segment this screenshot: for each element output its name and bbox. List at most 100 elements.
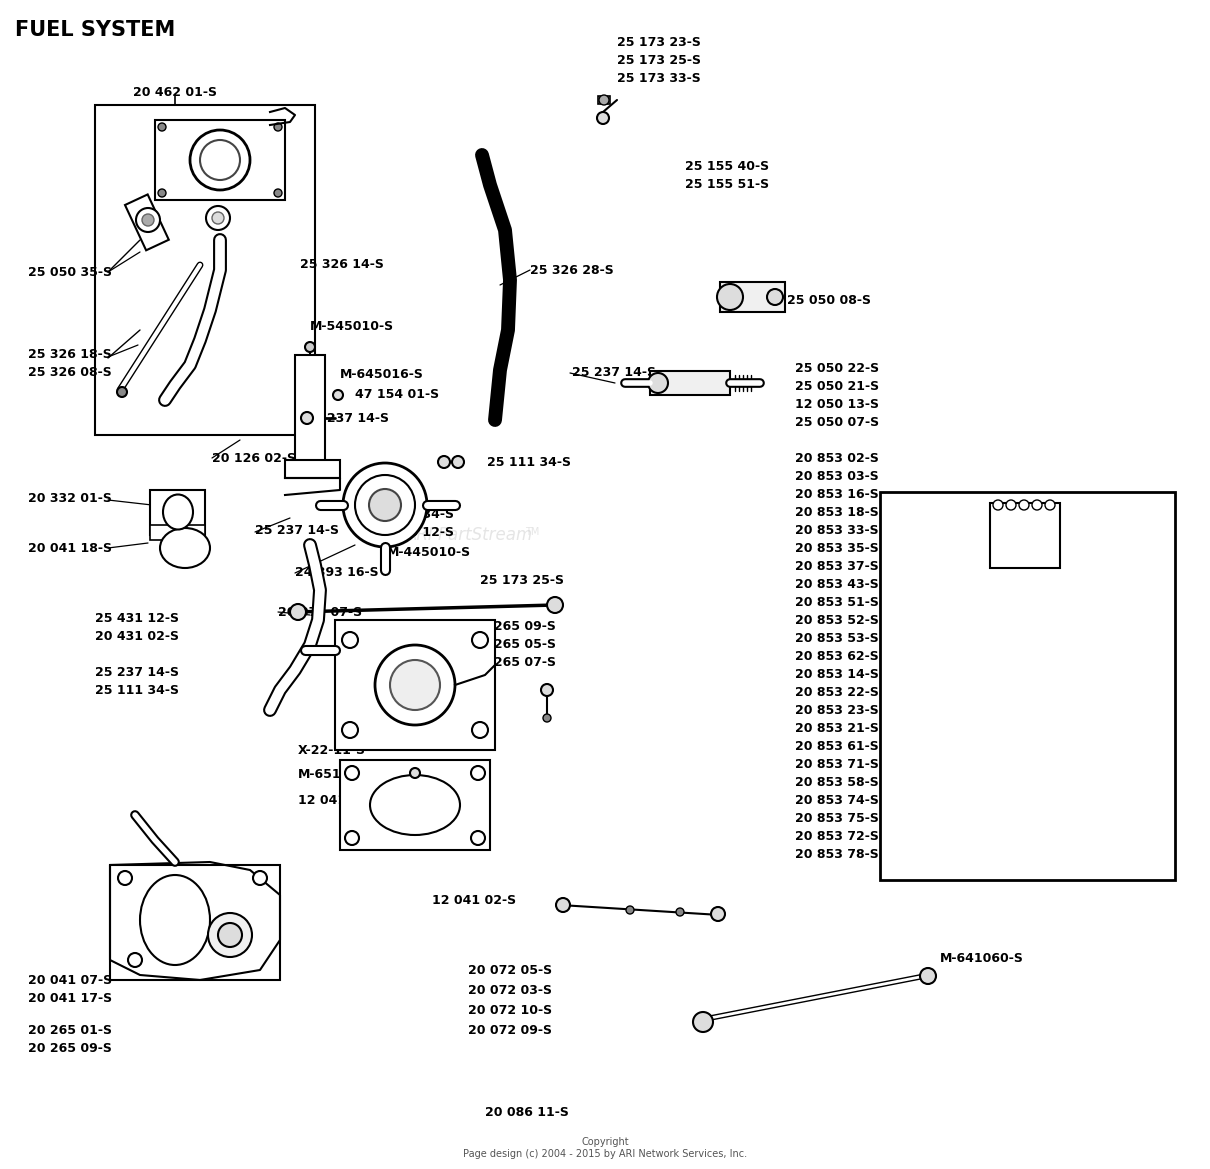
- Circle shape: [273, 123, 282, 131]
- Circle shape: [599, 95, 609, 105]
- Text: 25 173 25-S: 25 173 25-S: [617, 54, 701, 67]
- Circle shape: [200, 140, 240, 180]
- Text: TO VIEW: TO VIEW: [972, 693, 1085, 717]
- Bar: [295, 355, 325, 475]
- Circle shape: [1006, 500, 1016, 510]
- Circle shape: [676, 908, 684, 916]
- Circle shape: [119, 871, 132, 885]
- Text: 25 111 34-S: 25 111 34-S: [370, 509, 454, 521]
- Text: 25 155 51-S: 25 155 51-S: [685, 179, 770, 192]
- Text: 20 126 12-S: 20 126 12-S: [370, 526, 454, 540]
- Text: 20 853 43-S: 20 853 43-S: [795, 577, 878, 590]
- Circle shape: [718, 284, 743, 310]
- Text: 12 041 02-S: 12 041 02-S: [432, 893, 517, 906]
- Bar: [286, 459, 340, 478]
- Circle shape: [471, 766, 485, 780]
- Text: Copyright
Page design (c) 2004 - 2015 by ARI Network Services, Inc.: Copyright Page design (c) 2004 - 2015 by…: [463, 1137, 747, 1158]
- Circle shape: [1045, 500, 1055, 510]
- Circle shape: [136, 208, 160, 231]
- Text: REPAIR KITS: REPAIR KITS: [946, 823, 1110, 848]
- Circle shape: [273, 189, 282, 198]
- Text: 25 173 23-S: 25 173 23-S: [617, 35, 701, 48]
- Circle shape: [711, 907, 725, 921]
- Text: M-545010-S: M-545010-S: [310, 320, 394, 333]
- Text: 25 326 18-S: 25 326 18-S: [28, 348, 111, 361]
- Bar: [650, 371, 730, 395]
- Text: PARTS LIST: PARTS LIST: [953, 628, 1102, 652]
- Circle shape: [208, 913, 252, 957]
- Text: X-22-11-S: X-22-11-S: [298, 743, 365, 756]
- Text: 20 853 74-S: 20 853 74-S: [795, 794, 878, 807]
- Circle shape: [920, 968, 937, 984]
- Text: 25 050 35-S: 25 050 35-S: [28, 265, 113, 278]
- Text: 25 326 08-S: 25 326 08-S: [28, 367, 111, 380]
- Text: 20 072 10-S: 20 072 10-S: [468, 1003, 552, 1017]
- Bar: [720, 282, 785, 312]
- Bar: [110, 865, 280, 980]
- Circle shape: [345, 831, 359, 845]
- Text: 20 853 62-S: 20 853 62-S: [795, 650, 878, 663]
- Bar: [880, 492, 1175, 880]
- Text: 20 041 07-S: 20 041 07-S: [28, 974, 113, 987]
- Circle shape: [410, 768, 420, 779]
- Text: 20 041 18-S: 20 041 18-S: [28, 541, 113, 554]
- Text: 20 853 22-S: 20 853 22-S: [795, 685, 878, 699]
- Text: CARBURETOR: CARBURETOR: [938, 758, 1118, 782]
- Circle shape: [305, 343, 315, 352]
- Text: 25 173 25-S: 25 173 25-S: [480, 574, 564, 587]
- Circle shape: [543, 714, 551, 722]
- Text: 12 041 01-S: 12 041 01-S: [298, 794, 382, 807]
- Circle shape: [693, 1012, 713, 1032]
- Text: 25 237 14-S: 25 237 14-S: [305, 411, 388, 424]
- Circle shape: [1032, 500, 1042, 510]
- Text: M-641060-S: M-641060-S: [940, 952, 1024, 964]
- Text: 20 853 37-S: 20 853 37-S: [795, 560, 878, 573]
- Text: 25 237 14-S: 25 237 14-S: [96, 665, 179, 678]
- Text: 20 853 75-S: 20 853 75-S: [795, 811, 878, 824]
- Text: 20 853 53-S: 20 853 53-S: [795, 631, 878, 644]
- Ellipse shape: [140, 876, 211, 964]
- Text: 25 237 14-S: 25 237 14-S: [255, 524, 339, 537]
- Circle shape: [453, 456, 463, 468]
- Circle shape: [159, 123, 166, 131]
- Circle shape: [342, 632, 358, 648]
- Text: 47 154 01-S: 47 154 01-S: [355, 388, 439, 401]
- Text: 20 853 78-S: 20 853 78-S: [795, 848, 878, 860]
- Text: 20 853 16-S: 20 853 16-S: [795, 487, 878, 500]
- Circle shape: [218, 924, 242, 947]
- Text: IN: IN: [1110, 558, 1139, 582]
- Text: 25 050 21-S: 25 050 21-S: [795, 380, 880, 393]
- Circle shape: [301, 411, 313, 424]
- Circle shape: [557, 898, 570, 912]
- Circle shape: [206, 206, 230, 230]
- Circle shape: [212, 212, 224, 224]
- Bar: [96, 105, 315, 435]
- Circle shape: [253, 871, 267, 885]
- Text: 20 853 33-S: 20 853 33-S: [795, 524, 878, 537]
- Text: 20 265 09-S: 20 265 09-S: [28, 1042, 111, 1054]
- Text: 20 853 58-S: 20 853 58-S: [795, 775, 878, 789]
- Text: TM: TM: [525, 527, 540, 537]
- Circle shape: [472, 632, 488, 648]
- Circle shape: [541, 684, 553, 696]
- Bar: [340, 760, 490, 850]
- Text: 25 050 08-S: 25 050 08-S: [786, 293, 871, 306]
- Ellipse shape: [370, 775, 460, 835]
- Text: 20 853 71-S: 20 853 71-S: [795, 758, 878, 770]
- Circle shape: [159, 189, 166, 198]
- Text: 25 237 14-S: 25 237 14-S: [572, 367, 656, 380]
- Text: 20 853 23-S: 20 853 23-S: [795, 704, 878, 717]
- Text: 20 853 14-S: 20 853 14-S: [795, 667, 878, 680]
- Bar: [125, 194, 168, 250]
- Text: 20 265 07-S: 20 265 07-S: [472, 656, 557, 669]
- Circle shape: [547, 597, 563, 613]
- Text: CLICK: CLICK: [920, 558, 997, 582]
- Circle shape: [649, 373, 668, 393]
- Circle shape: [342, 463, 427, 547]
- Circle shape: [993, 500, 1003, 510]
- Text: 20 462 01-S: 20 462 01-S: [133, 85, 217, 98]
- Text: 20 853 51-S: 20 853 51-S: [795, 595, 878, 609]
- Text: 20 853 02-S: 20 853 02-S: [795, 451, 878, 464]
- Circle shape: [1019, 500, 1028, 510]
- Text: 20 126 02-S: 20 126 02-S: [212, 451, 296, 464]
